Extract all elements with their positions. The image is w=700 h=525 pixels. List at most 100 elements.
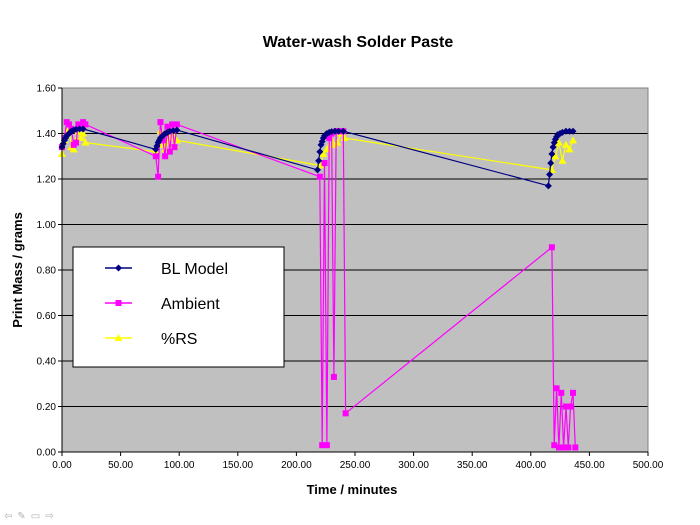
legend-box — [72, 246, 285, 368]
x-tick-labels: 0.00 50.00 100.00 150.00 200.00 250.00 300.00 3… — [52, 452, 664, 471]
data-point-bl-model — [335, 127, 343, 135]
data-point-rs — [551, 152, 560, 160]
data-point-bl-model — [331, 127, 339, 135]
x-tick-label: 150.00 — [223, 460, 254, 471]
data-point-ambient — [169, 121, 176, 128]
data-point-rs — [165, 134, 174, 142]
legend-marker-bl-model — [115, 264, 122, 272]
data-point-bl-model — [339, 127, 347, 135]
data-point-ambient — [82, 121, 89, 128]
data-point-rs — [333, 138, 342, 146]
y-tick-label: 0.40 — [37, 357, 57, 368]
data-point-rs — [76, 134, 85, 142]
data-point-ambient — [326, 135, 333, 142]
data-point-ambient — [73, 139, 80, 146]
data-point-bl-model — [565, 127, 573, 135]
data-point-bl-model — [76, 125, 84, 133]
y-tick-label: 0.80 — [37, 266, 57, 277]
data-point-ambient — [558, 389, 565, 396]
data-point-ambient — [572, 444, 579, 451]
data-point-ambient — [66, 121, 73, 128]
data-point-ambient — [166, 148, 173, 155]
data-point-ambient — [159, 137, 166, 144]
data-point-bl-model — [569, 127, 577, 135]
chart-title: Water-wash Solder Paste — [263, 34, 454, 51]
data-point-bl-model — [548, 150, 556, 158]
legend-marker-rs — [114, 334, 123, 341]
x-tick-label: 0.00 — [52, 460, 72, 471]
data-point-ambient — [553, 385, 560, 392]
pen-icon[interactable]: ✎ — [17, 511, 26, 522]
legend: BL Model Ambient %RS — [72, 246, 285, 368]
x-tick-label: 300.00 — [398, 460, 429, 471]
x-tick-label: 350.00 — [457, 460, 488, 471]
data-point-rs — [565, 145, 574, 153]
data-point-rs — [561, 140, 570, 148]
x-tick-label: 200.00 — [281, 460, 312, 471]
y-tick-label: 0.00 — [37, 448, 57, 459]
data-point-rs — [340, 134, 349, 142]
x-tick-label: 250.00 — [340, 460, 371, 471]
data-point-ambient — [567, 403, 574, 410]
data-point-ambient — [565, 444, 572, 451]
data-point-rs — [554, 138, 563, 146]
data-point-rs — [79, 129, 88, 137]
data-point-ambient — [555, 444, 562, 451]
legend-marker-ambient — [115, 300, 122, 306]
data-point-ambient — [316, 173, 323, 180]
x-tick-label: 50.00 — [108, 460, 133, 471]
data-point-ambient — [171, 144, 178, 151]
data-point-ambient — [330, 373, 337, 380]
data-point-bl-model — [544, 182, 552, 190]
data-point-bl-model — [313, 166, 321, 174]
y-axis-title: Print Mass / grams — [10, 212, 25, 328]
arrow-right-icon[interactable]: ⇨ — [45, 511, 54, 522]
data-point-ambient — [155, 173, 162, 180]
x-axis-title: Time / minutes — [307, 482, 398, 497]
data-point-rs — [69, 145, 78, 153]
data-point-bl-model — [315, 157, 323, 165]
legend-label-bl-model: BL Model — [161, 261, 228, 278]
data-point-ambient — [152, 153, 159, 160]
data-point-ambient — [323, 442, 330, 449]
x-tick-label: 500.00 — [633, 460, 664, 471]
slide-navigation: ⇦ ✎ ▭ ⇨ — [4, 512, 54, 522]
data-point-ambient — [157, 119, 164, 126]
y-tick-label: 1.40 — [37, 129, 57, 140]
data-point-bl-model — [562, 127, 570, 135]
data-point-ambient — [551, 442, 558, 449]
data-point-bl-model — [547, 159, 555, 167]
data-point-rs — [81, 138, 90, 146]
series-layer — [58, 119, 579, 451]
data-point-ambient — [173, 121, 180, 128]
data-point-ambient — [321, 160, 328, 167]
y-tick-labels: 0.00 0.20 0.40 0.60 0.80 1.00 1.20 1.40 1.60 — [37, 84, 62, 459]
arrow-left-icon[interactable]: ⇦ — [4, 511, 13, 522]
data-point-rs — [568, 136, 577, 144]
x-tick-label: 400.00 — [516, 460, 547, 471]
x-tick-label: 100.00 — [164, 460, 195, 471]
data-point-ambient — [319, 442, 326, 449]
data-point-bl-model — [79, 125, 87, 133]
data-point-rs — [558, 156, 567, 164]
data-point-ambient — [569, 389, 576, 396]
data-point-ambient — [342, 410, 349, 417]
data-point-bl-model — [546, 170, 554, 178]
data-point-ambient — [548, 244, 555, 251]
legend-label-ambient: Ambient — [161, 296, 220, 313]
x-tick-label: 450.00 — [574, 460, 605, 471]
series-bl-model — [58, 125, 577, 190]
y-tick-label: 1.00 — [37, 220, 57, 231]
y-tick-label: 1.20 — [37, 175, 57, 186]
legend-label-rs: %RS — [161, 331, 197, 348]
screen-icon[interactable]: ▭ — [30, 511, 41, 522]
data-point-ambient — [560, 444, 567, 451]
y-tick-label: 1.60 — [37, 84, 57, 95]
data-point-ambient — [562, 403, 569, 410]
y-tick-label: 0.60 — [37, 311, 57, 322]
data-point-ambient — [162, 153, 169, 160]
data-point-rs — [319, 149, 328, 157]
data-point-ambient — [164, 123, 171, 130]
y-tick-label: 0.20 — [37, 402, 57, 413]
